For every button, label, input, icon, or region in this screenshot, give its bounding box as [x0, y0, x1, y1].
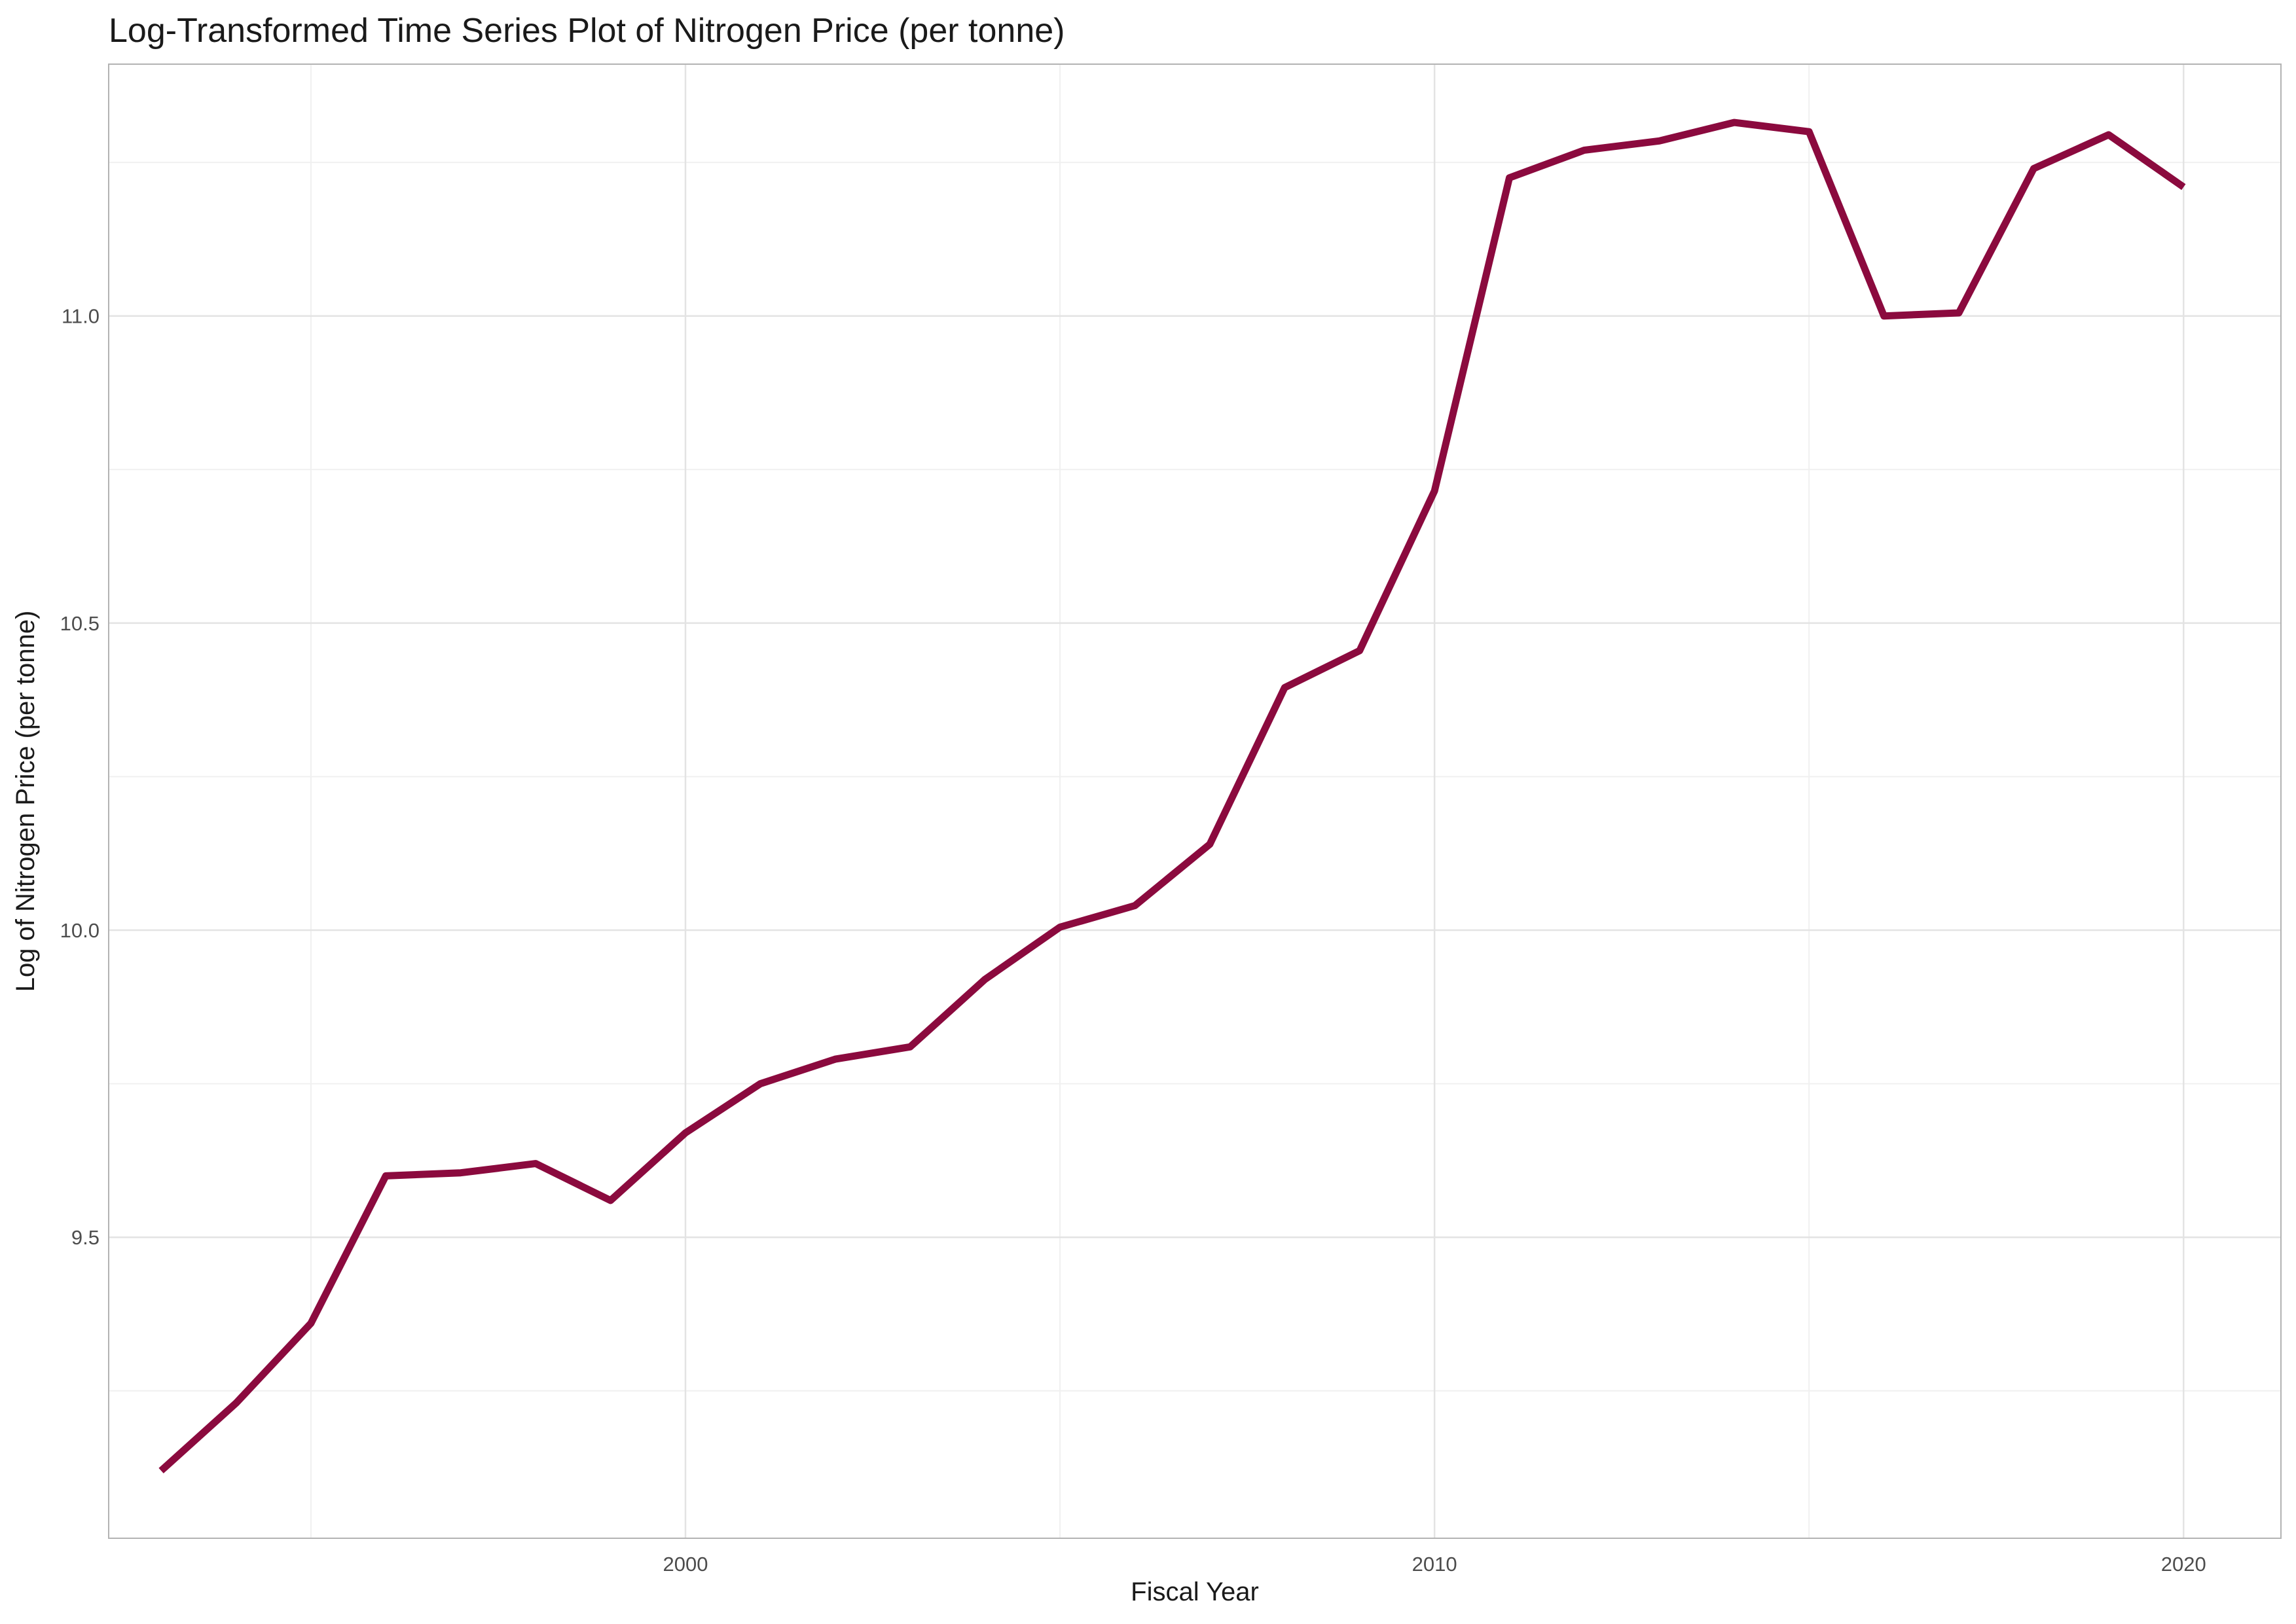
series-line-0 [158, 118, 2186, 1473]
x-tick-label: 2010 [1412, 1553, 1457, 1576]
y-tick-label: 9.5 [71, 1226, 100, 1249]
minor-gridlines [109, 64, 2281, 1538]
y-tick-label: 10.0 [60, 919, 100, 942]
x-tick-label: 2000 [663, 1553, 708, 1576]
plot-panel-border [108, 63, 2282, 1539]
y-axis-ticks: 9.5 10.0 10.5 11.0 [60, 305, 100, 1250]
chart-title: Log-Transformed Time Series Plot of Nitr… [109, 12, 1065, 50]
y-tick-label: 11.0 [62, 305, 100, 328]
x-axis-label: Fiscal Year [1131, 1578, 1259, 1606]
y-tick-label: 10.5 [60, 612, 100, 635]
x-tick-label: 2020 [2161, 1553, 2206, 1576]
y-axis-label: Log of Nitrogen Price (per tonne) [11, 611, 40, 992]
x-axis-ticks: 2000 2010 2020 [663, 1553, 2206, 1576]
major-gridlines [109, 64, 2281, 1538]
series-layer [158, 118, 2186, 1473]
